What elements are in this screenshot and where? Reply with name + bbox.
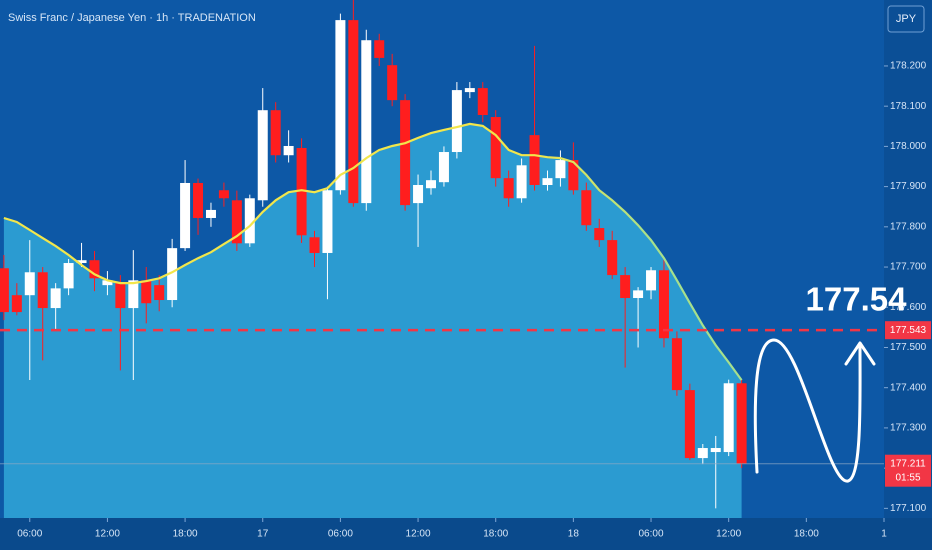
candle-body [620,275,631,299]
last-price-tag [885,454,931,487]
candle-body [37,272,48,309]
candle-body [555,160,566,179]
candle-body [270,110,281,156]
candle-body [76,260,87,264]
candle-body [296,148,307,236]
chart-title: Swiss Franc / Japanese Yen · 1h · TRADEN… [8,12,256,24]
ma-area [3,123,742,518]
candle-body [723,383,734,453]
y-tick-label: 177.400 [890,382,927,393]
candle-body [309,237,320,253]
candle-body [283,145,294,156]
candle-body [387,65,398,101]
x-tick-label: 17 [257,529,269,540]
ma-line [3,122,743,381]
x-tick-label: 12:00 [716,529,741,540]
candle-body [568,160,579,191]
candle-body [50,288,61,309]
candle-body [141,280,152,304]
price-line-label: 177.543 [890,325,927,336]
candle-body [633,290,644,299]
candle-body [361,40,372,204]
candle-body [425,180,436,189]
candle-body [464,88,475,93]
candle-body [24,272,35,296]
projection-arrow [753,338,862,483]
candle-body [736,383,747,464]
candle-body [607,240,618,276]
candle-body [413,185,424,204]
candle-body [0,268,9,313]
candle-body [335,20,346,191]
x-tick-label: 18 [568,529,580,540]
y-tick-label: 177.300 [890,423,927,434]
arrow-head [844,341,876,366]
x-tick-label: 12:00 [95,529,120,540]
y-tick-label: 177.800 [890,221,927,232]
x-tick-label: 18:00 [173,529,198,540]
y-tick-label: 178.000 [890,141,927,152]
currency-label[interactable]: JPY [896,13,917,25]
y-tick-label: 177.500 [890,342,927,353]
candle-body [671,338,682,391]
candle-body [231,200,242,244]
candle-body [348,20,359,204]
currency-button[interactable] [887,5,925,33]
candle-body [438,152,449,183]
candle-body [115,283,126,309]
time-axis-background [0,518,932,550]
candle-body [542,178,553,185]
y-tick-label: 177.900 [890,181,927,192]
x-tick-label: 1 [881,529,887,540]
candle-body [102,280,113,286]
countdown: 01:55 [895,472,920,483]
x-tick-label: 18:00 [483,529,508,540]
candle-body [257,110,268,201]
candle-body [205,209,216,218]
candle-body [63,263,74,289]
candle-body [400,100,411,206]
candle-body [490,117,501,179]
candle-body [594,228,605,241]
candle-body [167,248,178,301]
candle-body [89,260,100,279]
candle-body [244,198,255,244]
candle-body [128,280,139,309]
y-tick-label: 178.100 [890,101,927,112]
candle-body [154,285,165,301]
candle-body [710,448,721,453]
candle-body [180,182,191,249]
candle-body [503,178,514,199]
x-tick-label: 18:00 [794,529,819,540]
candle-body [374,40,385,58]
last-price-label: 177.211 [890,458,926,469]
x-tick-label: 06:00 [639,529,664,540]
candle-body [581,190,592,226]
candle-body [11,295,22,313]
annotation: 177.54 [806,281,908,318]
candle-body [658,270,669,339]
candle-body [516,165,527,199]
x-tick-label: 06:00 [328,529,353,540]
candle-body [218,190,229,199]
x-tick-label: 06:00 [17,529,42,540]
y-tick-label: 177.600 [890,302,927,313]
x-tick-label: 12:00 [406,529,431,540]
y-tick-label: 177.100 [890,503,927,514]
y-tick-label: 177.700 [890,262,927,273]
candle-body [529,135,540,185]
candle-body [697,448,708,459]
plot [0,0,884,518]
candle-body [477,88,488,116]
candle-body [322,190,333,253]
price-line-tag [885,321,931,340]
y-tick-label: 178.200 [890,61,927,72]
axes: 177.100177.200177.300177.400177.500177.6… [17,61,931,540]
candle-body [451,90,462,153]
candle-body [193,182,204,218]
candle-body [684,390,695,459]
candle-body [646,270,657,291]
